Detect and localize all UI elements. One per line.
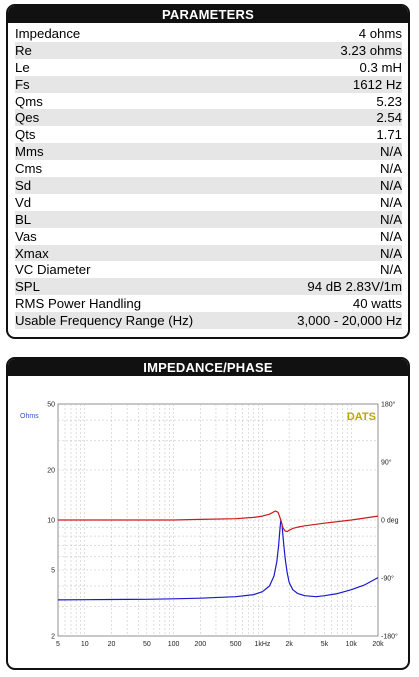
parameter-label: Impedance: [15, 25, 81, 41]
x-tick-label: 200: [194, 641, 206, 648]
parameter-label: Vd: [15, 194, 32, 210]
brand-label: DATS: [347, 411, 376, 423]
parameter-row: Vas N/A: [15, 228, 402, 245]
y2-tick-label: 90°: [381, 459, 392, 467]
y-tick-label: 50: [47, 402, 55, 409]
parameter-row: BL N/A: [15, 210, 402, 228]
parameter-row: Mms N/A: [15, 143, 402, 161]
parameter-row: Re 3.23 ohms: [15, 41, 402, 59]
parameter-row: VC Diameter N/A: [15, 261, 402, 278]
parameter-value: N/A: [380, 211, 402, 227]
parameter-value: 0.3 mH: [359, 59, 402, 75]
parameter-value: 2.54: [376, 110, 402, 126]
parameter-row: SPL 94 dB 2.83V/1m: [15, 278, 402, 296]
parameter-label: Qts: [15, 127, 36, 143]
impedance-phase-chart: 5 10 20 50 100 200 500 1kHz 2k 5k 10k 20k5020105218…: [20, 401, 399, 649]
parameter-value: 94 dB 2.83V/1m: [307, 279, 402, 295]
parameter-value: N/A: [380, 228, 402, 244]
parameter-value: 1612 Hz: [352, 76, 402, 92]
parameter-value: N/A: [380, 245, 402, 261]
x-tick-label: 2k: [285, 641, 293, 648]
parameter-row: Fs 1612 Hz: [15, 75, 402, 93]
parameter-value: 1.71: [376, 127, 402, 143]
parameters-title: PARAMETERS: [8, 6, 408, 23]
x-tick-label: 10: [81, 641, 89, 648]
parameter-row: Qts 1.71: [15, 126, 402, 143]
parameter-label: RMS Power Handling: [15, 296, 142, 312]
parameter-label: Re: [15, 42, 32, 58]
parameter-row: Qms 5.23: [15, 93, 402, 110]
parameter-row: Qes 2.54: [15, 109, 402, 127]
x-tick-label: 50: [143, 641, 151, 648]
parameter-label: Vas: [15, 228, 37, 244]
parameter-row: RMS Power Handling 40 watts: [15, 295, 402, 312]
parameter-value: N/A: [380, 161, 402, 177]
parameter-value: 4 ohms: [358, 25, 402, 41]
parameter-label: Qms: [15, 93, 43, 109]
parameter-label: Le: [15, 59, 30, 75]
parameter-value: 40 watts: [352, 296, 402, 312]
parameter-value: N/A: [380, 262, 402, 278]
parameter-label: Fs: [15, 76, 30, 92]
parameter-row: Impedance 4 ohms: [15, 25, 402, 42]
parameters-table: Impedance 4 ohms Re 3.23 ohms Le 0.3 mH Fs 1612…: [8, 23, 408, 330]
parameter-row: Le 0.3 mH: [15, 59, 402, 76]
parameter-label: Cms: [15, 161, 43, 177]
y-tick-label: 2: [51, 634, 55, 641]
parameter-row: Vd N/A: [15, 194, 402, 211]
parameter-label: VC Diameter: [15, 262, 91, 278]
y-tick-label: 10: [47, 518, 55, 525]
parameters-panel: PARAMETERS Impedance 4 ohms Re 3.23 ohms Le 0…: [6, 4, 410, 339]
y2-tick-label: -90°: [381, 575, 394, 583]
x-tick-label: 5k: [321, 641, 329, 648]
parameter-row: Xmax N/A: [15, 244, 402, 262]
y2-tick-label: -180°: [381, 633, 398, 641]
phase-curve: [58, 510, 379, 533]
parameter-value: N/A: [380, 144, 402, 160]
parameter-value: 3,000 - 20,000 Hz: [297, 313, 402, 329]
parameter-value: N/A: [380, 194, 402, 210]
parameter-row: Usable Frequency Range (Hz) 3,000 - 20,00…: [15, 312, 402, 330]
parameter-label: SPL: [15, 279, 40, 295]
parameter-label: Sd: [15, 177, 32, 193]
x-tick-label: 100: [168, 641, 180, 648]
parameter-label: Qes: [15, 110, 40, 126]
chart-title: IMPEDANCE/PHASE: [8, 359, 408, 376]
x-tick-label: 1kHz: [254, 641, 270, 648]
y-tick-label: 20: [47, 468, 55, 475]
y2-tick-label: 180°: [381, 401, 396, 409]
parameter-label: Usable Frequency Range (Hz): [15, 313, 194, 329]
x-tick-label: 20k: [372, 641, 384, 648]
parameter-label: BL: [15, 211, 32, 227]
y-axis-label: Ohms: [20, 413, 39, 420]
parameter-row: Cms N/A: [15, 160, 402, 177]
impedance-phase-panel: IMPEDANCE/PHASE 5 10 20 50 100 200 500 1kHz 2k 5k…: [6, 357, 410, 670]
x-tick-label: 20: [108, 641, 116, 648]
parameter-value: 3.23 ohms: [340, 42, 402, 58]
parameter-value: N/A: [380, 177, 402, 193]
y-tick-label: 5: [51, 567, 55, 574]
parameter-label: Xmax: [15, 245, 49, 261]
x-tick-label: 500: [230, 641, 242, 648]
parameter-value: 5.23: [376, 93, 402, 109]
x-tick-label: 10k: [346, 641, 358, 648]
parameter-row: Sd N/A: [15, 177, 402, 194]
y2-tick-label: 0 deg: [381, 518, 399, 525]
x-tick-label: 5: [56, 641, 60, 648]
parameter-label: Mms: [15, 144, 44, 160]
